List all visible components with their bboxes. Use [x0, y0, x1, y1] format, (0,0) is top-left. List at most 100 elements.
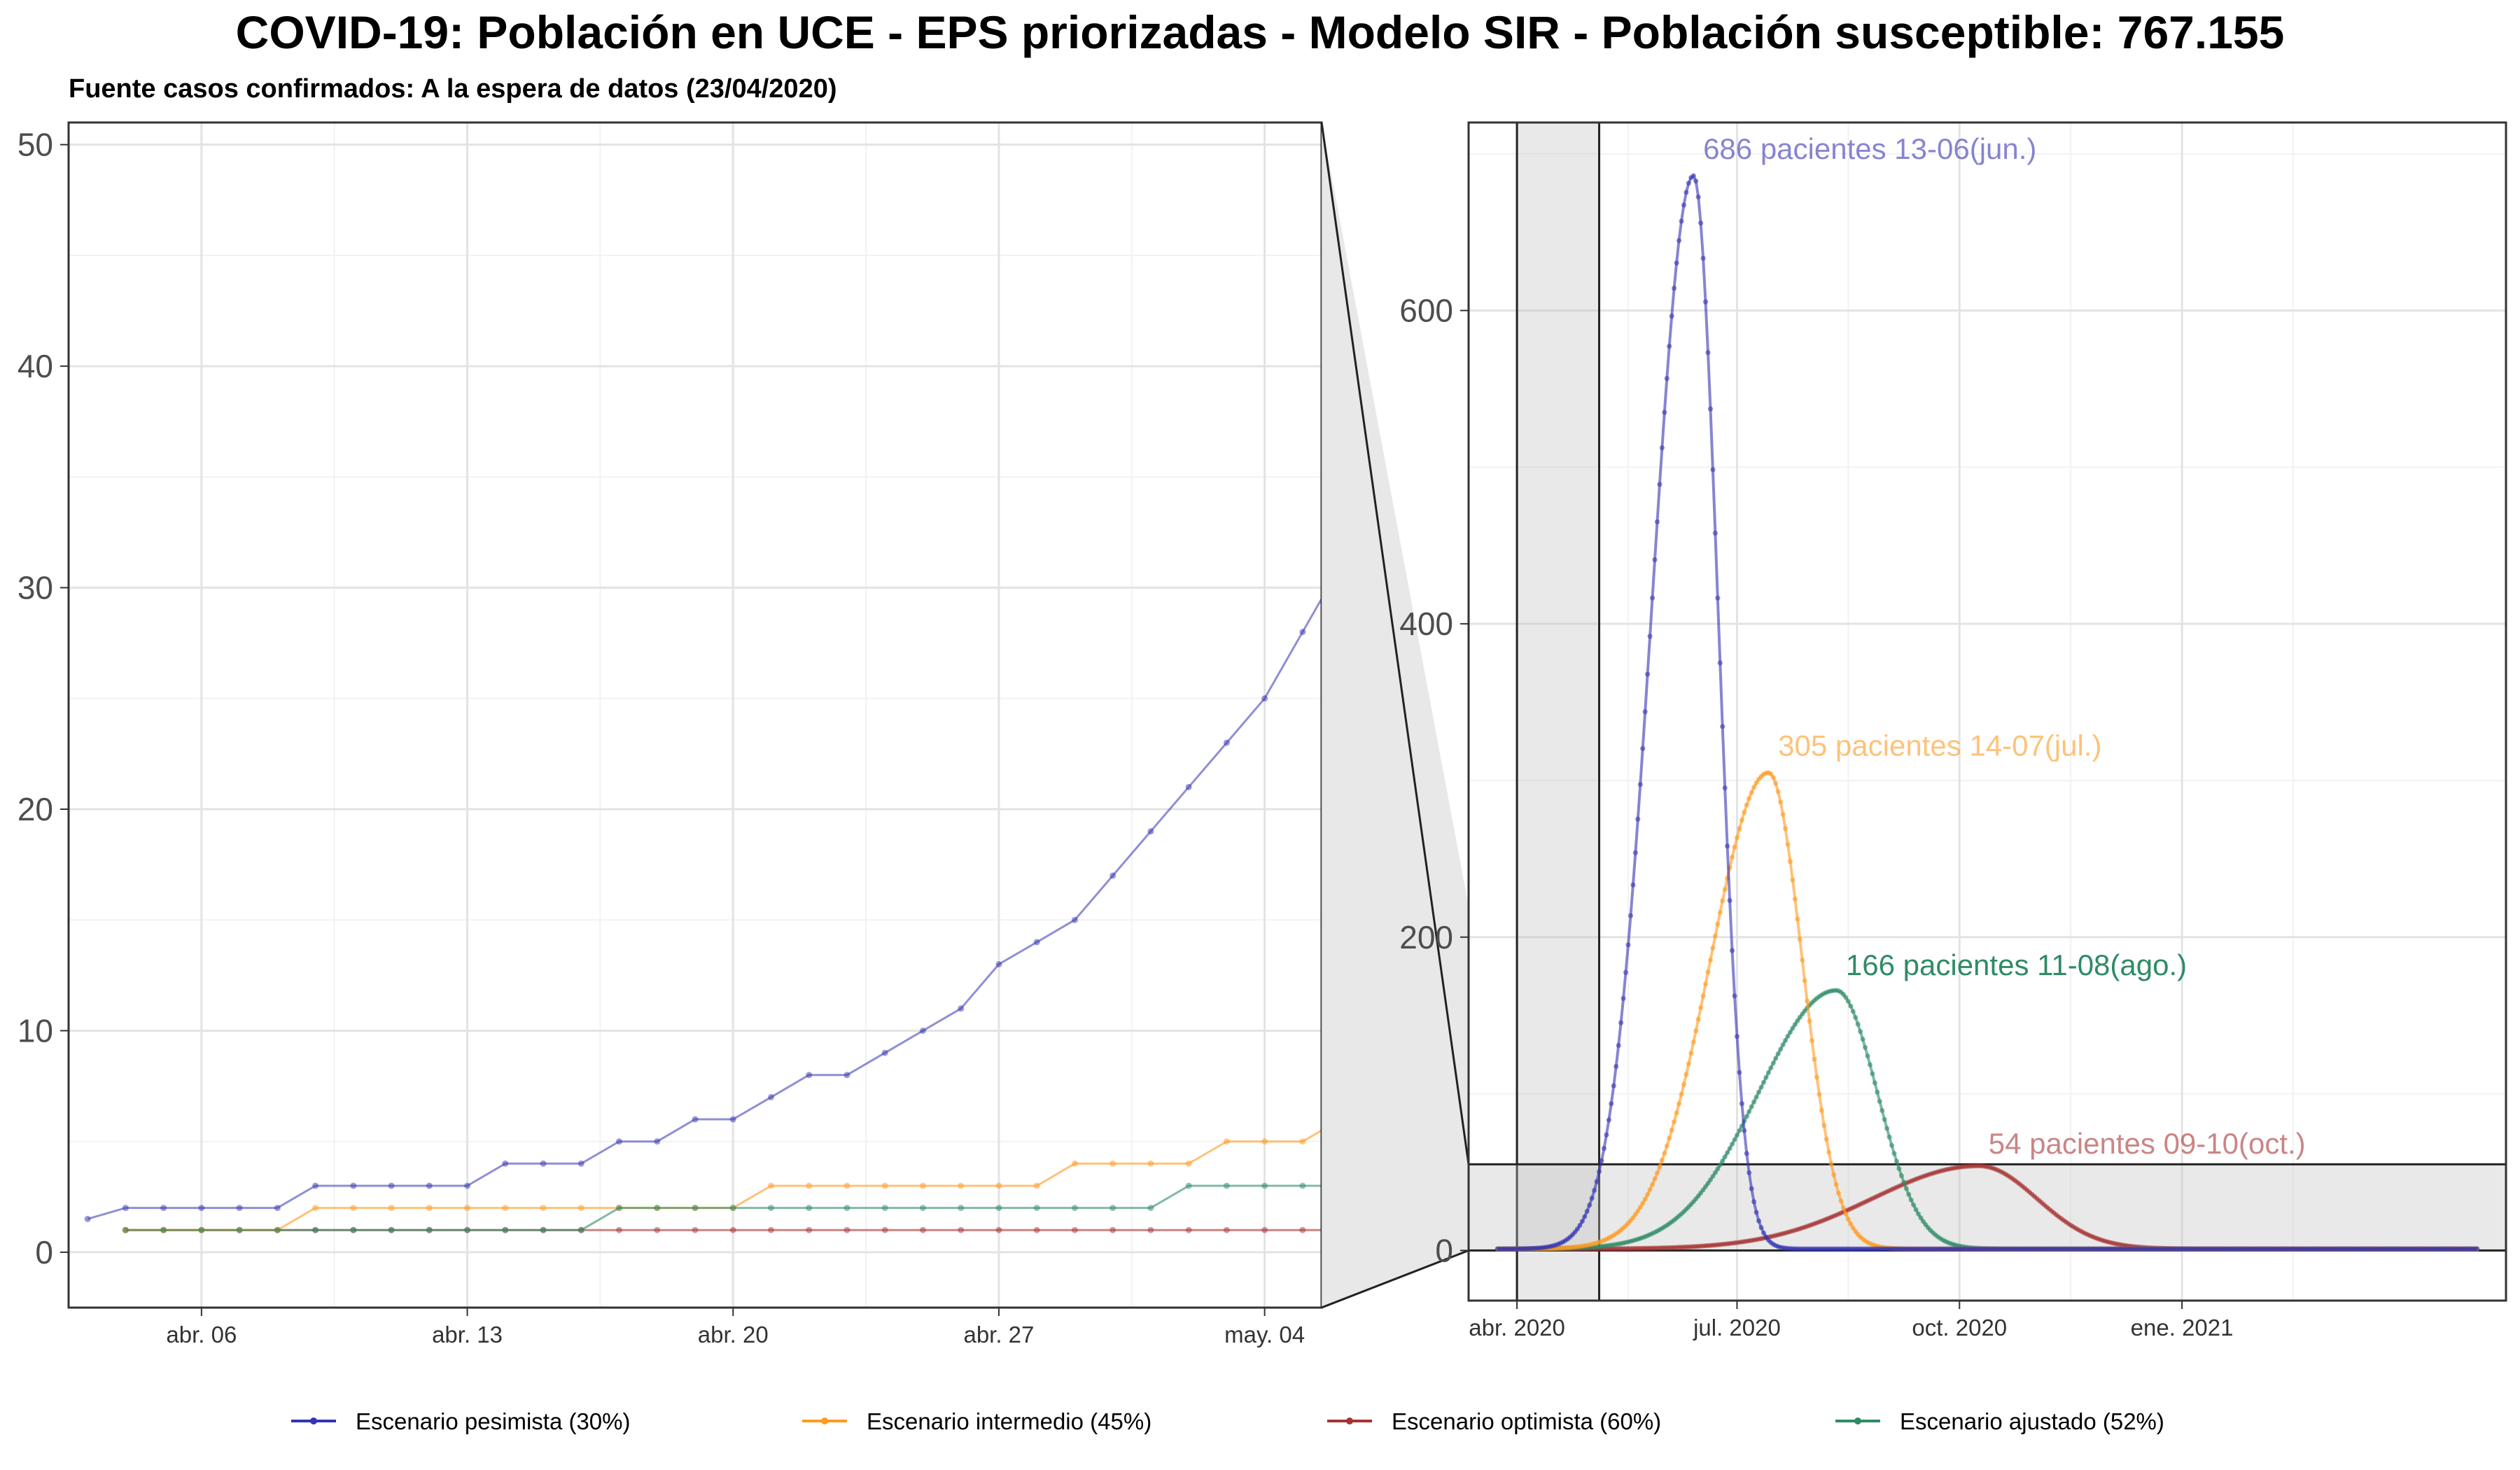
- series-point-pesimista: [881, 1049, 888, 1056]
- series-point-pesimista: [1693, 178, 1699, 184]
- series-point-intermedio: [1642, 1196, 1648, 1202]
- zoom-connector-top-line: [1320, 122, 1470, 1165]
- series-point-ajustado: [350, 1226, 357, 1233]
- full-series-group: [1494, 173, 2480, 1252]
- series-point-intermedio: [388, 1205, 395, 1212]
- series-point-pesimista: [1640, 746, 1646, 751]
- series-point-intermedio: [1833, 1182, 1839, 1187]
- series-point-ajustado: [198, 1226, 205, 1233]
- series-point-pesimista: [1751, 1199, 1757, 1205]
- series-point-pesimista: [1620, 995, 1626, 1001]
- series-point-pesimista: [1659, 445, 1665, 451]
- series-point-ajustado: [1715, 1166, 1721, 1172]
- y-tick-label: 20: [18, 791, 53, 827]
- series-point-pesimista: [1720, 724, 1726, 729]
- series-point-pesimista: [1727, 897, 1732, 904]
- series-point-pesimista: [1110, 872, 1116, 879]
- series-point-ajustado: [1710, 1173, 1716, 1180]
- series-point-pesimista: [1033, 939, 1040, 946]
- series-point-optimista: [881, 1226, 888, 1233]
- series-point-ajustado: [1865, 1053, 1870, 1059]
- series-point-pesimista: [1742, 1128, 1747, 1133]
- series-point-ajustado: [729, 1205, 736, 1212]
- series-point-intermedio: [1768, 771, 1774, 777]
- series-point-pesimista: [84, 1215, 91, 1222]
- series-point-intermedio: [1698, 1005, 1704, 1011]
- series-point-ajustado: [236, 1226, 243, 1233]
- series-point-pesimista: [1732, 993, 1737, 999]
- series-point-pesimista: [236, 1205, 243, 1212]
- series-point-intermedio: [1681, 1082, 1687, 1087]
- series-point-pesimista: [1657, 482, 1662, 487]
- series-point-pesimista: [1632, 850, 1638, 855]
- series-point-ajustado: [312, 1226, 319, 1233]
- x-tick-label: may. 04: [1224, 1322, 1305, 1348]
- series-point-ajustado: [1782, 1037, 1788, 1044]
- series-point-ajustado: [1893, 1158, 1900, 1164]
- series-point-intermedio: [1690, 1040, 1696, 1045]
- series-point-intermedio: [1814, 1074, 1820, 1080]
- peak-annotation-optimista: 54 pacientes 09-10(oct.): [1989, 1127, 2306, 1160]
- series-point-pesimista: [958, 1005, 965, 1012]
- series-point-ajustado: [1855, 1021, 1861, 1027]
- series-point-optimista: [958, 1226, 965, 1233]
- peak-annotation-intermedio: 305 pacientes 14-07(jul.): [1778, 729, 2101, 762]
- series-point-optimista: [1185, 1226, 1192, 1233]
- peak-annotation-pesimista: 686 pacientes 13-06(jun.): [1703, 132, 2036, 165]
- series-point-ajustado: [502, 1226, 509, 1233]
- series-point-pesimista: [1690, 173, 1696, 178]
- series-point-intermedio: [1071, 1160, 1078, 1167]
- series-point-ajustado: [1725, 1150, 1730, 1156]
- series-point-intermedio: [1676, 1101, 1682, 1107]
- series-point-pesimista: [274, 1205, 281, 1212]
- series-point-intermedio: [1843, 1211, 1849, 1217]
- series-point-intermedio: [1147, 1160, 1154, 1167]
- series-point-ajustado: [1734, 1133, 1740, 1138]
- series-point-ajustado: [1756, 1089, 1762, 1095]
- series-point-pesimista: [1574, 1226, 1581, 1232]
- series-point-intermedio: [1778, 799, 1784, 805]
- series-point-pesimista: [919, 1027, 926, 1034]
- series-point-ajustado: [1185, 1182, 1192, 1189]
- series-point-intermedio: [1831, 1172, 1837, 1177]
- series-point-ajustado: [1790, 1026, 1795, 1031]
- series-point-intermedio: [881, 1182, 888, 1189]
- series-point-pesimista: [1594, 1179, 1600, 1184]
- series-point-pesimista: [1645, 671, 1651, 677]
- series-point-ajustado: [1896, 1166, 1902, 1172]
- zoom-window-vertical-band: [1516, 121, 1601, 1302]
- series-point-optimista: [844, 1226, 850, 1233]
- series-point-ajustado: [122, 1226, 129, 1233]
- series-point-intermedio: [1705, 969, 1711, 975]
- series-point-pesimista: [1710, 467, 1716, 472]
- series-point-intermedio: [1652, 1176, 1658, 1182]
- series-point-intermedio: [1770, 775, 1776, 780]
- series-point-pesimista: [995, 961, 1002, 968]
- series-point-ajustado: [1763, 1074, 1769, 1080]
- series-point-pesimista: [1662, 410, 1667, 415]
- series-point-pesimista: [2474, 1246, 2480, 1252]
- series-point-pesimista: [1756, 1218, 1762, 1224]
- legend-key-point-pesimista: [310, 1418, 317, 1424]
- series-point-pesimista: [388, 1182, 395, 1189]
- series-point-intermedio: [1795, 916, 1800, 922]
- series-point-ajustado: [1746, 1109, 1752, 1114]
- series-point-optimista: [767, 1226, 774, 1233]
- series-point-optimista: [919, 1226, 926, 1233]
- series-point-ajustado: [1751, 1099, 1757, 1105]
- series-point-ajustado: [1886, 1134, 1892, 1140]
- series-point-intermedio: [540, 1205, 547, 1212]
- series-point-pesimista: [1584, 1208, 1590, 1214]
- series-point-ajustado: [1850, 1009, 1856, 1014]
- series-point-intermedio: [1800, 957, 1805, 963]
- series-point-ajustado: [426, 1226, 433, 1233]
- series-point-pesimista: [1749, 1186, 1754, 1191]
- series-point-pesimista: [1667, 344, 1672, 349]
- series-point-intermedio: [1749, 790, 1754, 795]
- series-point-intermedio: [1110, 1160, 1116, 1167]
- series-point-pesimista: [1628, 913, 1634, 918]
- series-point-intermedio: [1299, 1138, 1306, 1145]
- full-panel-background: [1469, 122, 2506, 1301]
- series-point-ajustado: [1760, 1079, 1767, 1085]
- series-point-pesimista: [1758, 1225, 1764, 1231]
